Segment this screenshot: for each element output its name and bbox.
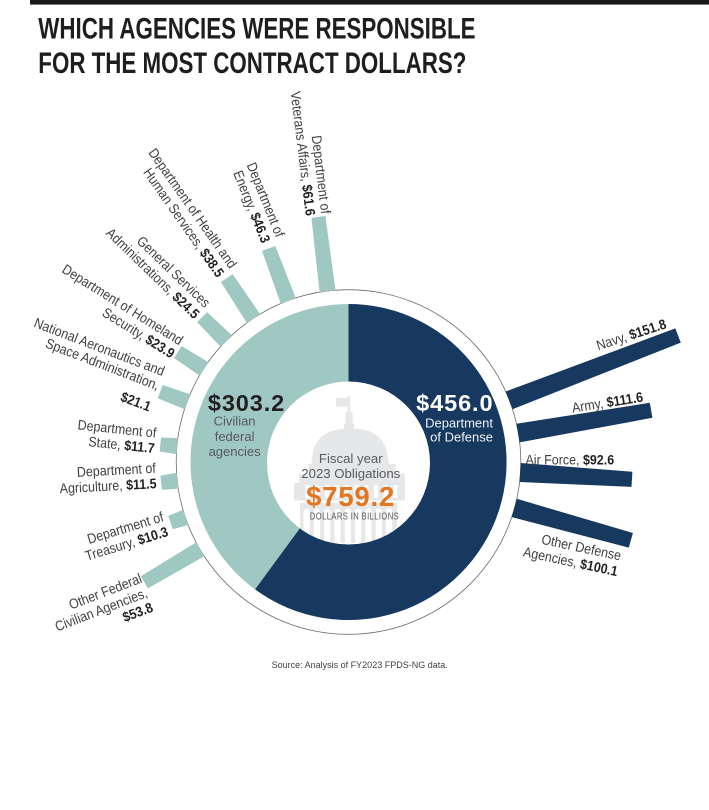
svg-text:Department ofEnergy, $46.3: Department ofEnergy, $46.3 (229, 160, 288, 245)
svg-text:DOLLARS IN BILLIONS: DOLLARS IN BILLIONS (310, 510, 399, 521)
svg-text:Department ofVeterans Affairs,: Department ofVeterans Affairs, $61.6 (287, 89, 333, 217)
svg-text:$303.2: $303.2 (208, 390, 285, 416)
svg-text:agencies: agencies (209, 444, 262, 459)
svg-text:Source: Analysis of FY2023 FPD: Source: Analysis of FY2023 FPDS-NG data. (272, 660, 448, 670)
svg-text:2023 Obligations: 2023 Obligations (301, 466, 400, 481)
svg-text:Department: Department (425, 416, 493, 431)
svg-text:$456.0: $456.0 (416, 390, 493, 416)
svg-text:Department ofState, $11.7: Department ofState, $11.7 (75, 417, 157, 456)
svg-text:of Defense: of Defense (430, 430, 493, 445)
svg-text:Other FederalCivilian Agencies: Other FederalCivilian Agencies,$53.8 (47, 570, 155, 649)
svg-text:Department ofTreasury, $10.3: Department ofTreasury, $10.3 (79, 509, 171, 564)
svg-text:Air Force, $92.6: Air Force, $92.6 (526, 452, 615, 468)
svg-text:WHICH AGENCIES WERE RESPONSIBL: WHICH AGENCIES WERE RESPONSIBLE (38, 11, 475, 45)
svg-text:Fiscal year: Fiscal year (319, 451, 383, 466)
svg-text:FOR THE MOST CONTRACT DOLLARS?: FOR THE MOST CONTRACT DOLLARS? (38, 46, 466, 80)
svg-text:$759.2: $759.2 (306, 481, 395, 512)
svg-text:Department ofAgriculture, $11.: Department ofAgriculture, $11.5 (58, 460, 157, 496)
svg-text:federal: federal (215, 429, 255, 444)
svg-text:Civilian: Civilian (214, 413, 256, 428)
